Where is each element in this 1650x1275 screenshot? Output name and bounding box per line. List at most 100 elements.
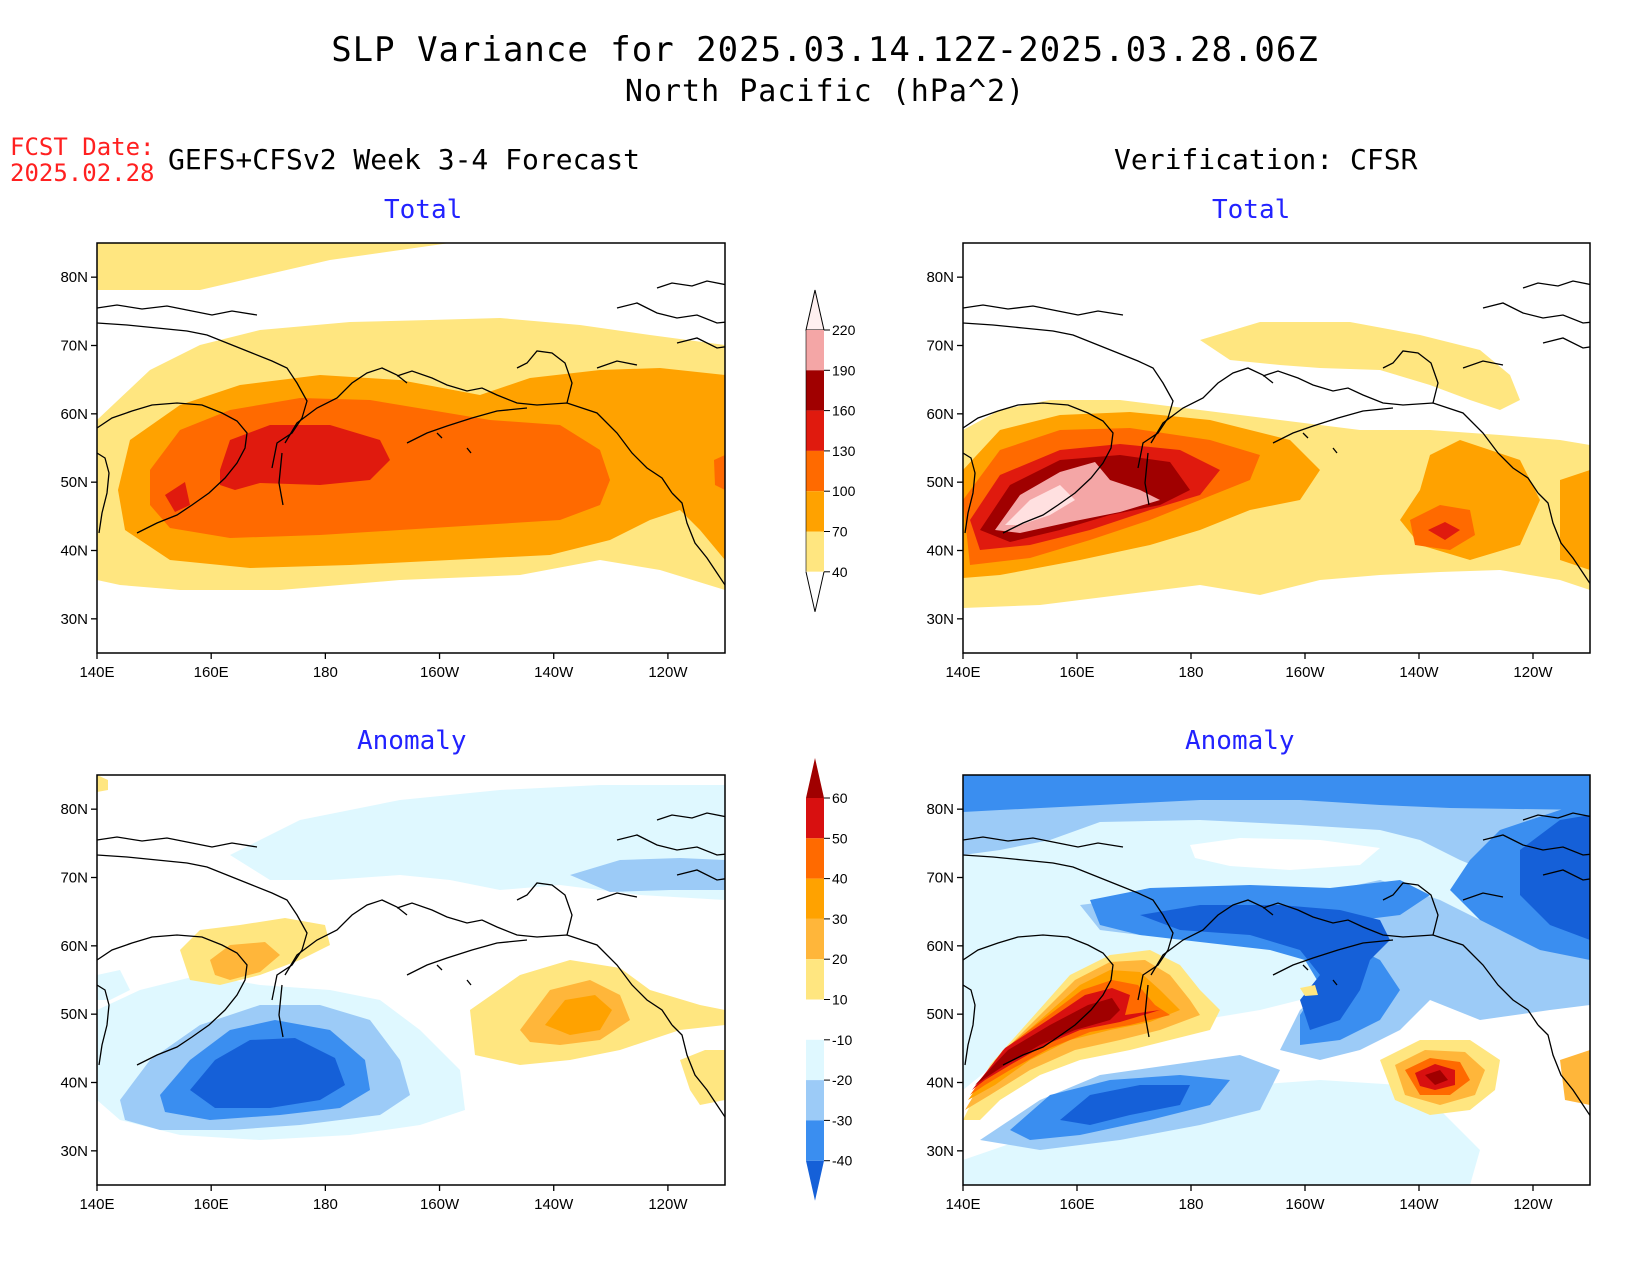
fcst-label: FCST Date: xyxy=(10,133,155,161)
colorbar-total-box xyxy=(806,410,824,451)
frame-tl xyxy=(96,242,726,654)
lon-tick-label: 140E xyxy=(79,1196,114,1213)
lat-tick-label: 30N xyxy=(60,1143,88,1160)
lon-tick-label: 160E xyxy=(1059,1196,1094,1213)
lat-tick-label: 30N xyxy=(926,611,954,628)
lon-tick-label: 140E xyxy=(945,1196,980,1213)
title-line2: North Pacific (hPa^2) xyxy=(624,74,1026,109)
frame-bl xyxy=(96,774,726,1186)
lat-tick-label: 50N xyxy=(60,474,88,491)
colorbar-anomaly-box xyxy=(806,959,824,1000)
colorbar-total-label: 190 xyxy=(832,362,856,378)
lat-tick-label: 40N xyxy=(60,543,88,560)
colorbar-anomaly-box xyxy=(806,918,824,960)
map-verification-total xyxy=(963,243,1590,653)
colorbar-total-box xyxy=(806,531,824,572)
colorbar-total-bottom-arrow xyxy=(805,571,825,612)
map-forecast-total xyxy=(97,243,725,653)
colorbar-total-label: 160 xyxy=(832,403,856,419)
panel-title-br: Anomaly xyxy=(1185,726,1295,756)
lat-tick-label: 30N xyxy=(60,611,88,628)
right-header: Verification: CFSR xyxy=(1114,143,1418,176)
contour-70-100-edge xyxy=(1560,470,1590,570)
lat-tick-label: 50N xyxy=(60,1006,88,1023)
lon-tick-label: 160W xyxy=(1285,664,1325,681)
panel-title-tl: Total xyxy=(384,195,463,225)
colorbar-total-label: 130 xyxy=(832,443,856,459)
lon-tick-label: 120W xyxy=(1513,664,1553,681)
lon-tick-label: 160W xyxy=(420,664,460,681)
colorbar-anomaly-bottom-arrow xyxy=(806,1160,824,1201)
colorbar-total-box xyxy=(806,491,824,532)
contour-neg40-ne xyxy=(1520,815,1590,940)
colorbar-anomaly-box xyxy=(806,1080,824,1121)
lon-tick-label: 160E xyxy=(194,664,229,681)
lon-tick-label: 140W xyxy=(534,1196,574,1213)
lon-tick-label: 140E xyxy=(79,664,114,681)
lat-tick-label: 80N xyxy=(926,269,954,286)
lat-tick-label: 80N xyxy=(60,801,88,818)
lon-tick-label: 120W xyxy=(648,1196,688,1213)
lon-tick-label: 160W xyxy=(1285,1196,1325,1213)
colorbar-anomaly-box xyxy=(806,798,824,839)
colorbar-anomaly-label: -40 xyxy=(832,1153,852,1169)
lon-tick-label: 180 xyxy=(313,664,338,681)
lon-tick-label: 180 xyxy=(313,1196,338,1213)
contour-130-160-east xyxy=(1428,522,1460,540)
lat-tick-label: 30N xyxy=(926,1143,954,1160)
contour-neg30-north xyxy=(963,775,1590,812)
lon-tick-label: 140E xyxy=(945,664,980,681)
left-header: GEFS+CFSv2 Week 3-4 Forecast xyxy=(168,143,641,176)
contour-130-160-west xyxy=(165,482,190,512)
lat-tick-label: 70N xyxy=(60,338,88,355)
colorbar-total: 40 70 100 130 160 190 220 xyxy=(805,289,856,612)
colorbar-total-top-arrow xyxy=(805,289,825,331)
colorbar-anomaly-top-arrow xyxy=(806,758,824,798)
lat-tick-label: 60N xyxy=(60,938,88,955)
lon-tick-label: 120W xyxy=(648,664,688,681)
lon-tick-label: 160E xyxy=(1059,664,1094,681)
colorbar-anomaly-label: -10 xyxy=(832,1032,852,1048)
contour-10-20-mid xyxy=(1300,985,1318,996)
colorbar-total-box xyxy=(806,330,824,371)
fcst-date: FCST Date: 2025.02.28 xyxy=(10,134,155,186)
contour-neg40 xyxy=(190,1038,345,1108)
colorbar-anomaly-label: 40 xyxy=(832,871,848,887)
lat-tick-label: 70N xyxy=(926,870,954,887)
contour-100-130-east xyxy=(714,455,725,490)
contour-130-160 xyxy=(220,425,390,490)
title-line1: SLP Variance for 2025.03.14.12Z-2025.03.… xyxy=(331,30,1319,70)
lon-tick-label: 160E xyxy=(194,1196,229,1213)
lat-tick-label: 70N xyxy=(926,338,954,355)
contour-10-20-corner xyxy=(97,775,108,792)
contour-20-30-edge xyxy=(1560,1050,1590,1105)
contour-60-main xyxy=(975,998,1120,1085)
contour-neg20-ne xyxy=(570,858,725,892)
colorbar-anomaly-label: 10 xyxy=(832,992,848,1008)
lon-tick-label: 140W xyxy=(1399,1196,1439,1213)
lon-tick-label: 180 xyxy=(1178,1196,1203,1213)
lon-tick-label: 120W xyxy=(1513,1196,1553,1213)
lat-tick-label: 70N xyxy=(60,870,88,887)
lat-tick-label: 80N xyxy=(60,269,88,286)
colorbar-anomaly-box xyxy=(806,838,824,879)
colorbar-anomaly-label: 20 xyxy=(832,951,848,967)
colorbar-total-label: 220 xyxy=(832,322,856,338)
colorbar-anomaly-label: 60 xyxy=(832,790,848,806)
contour-30-40-east xyxy=(545,995,612,1035)
contour-neg40-mid xyxy=(1140,905,1390,1030)
colorbar-anomaly-box xyxy=(806,878,824,919)
frame-tr xyxy=(962,242,1591,654)
colorbar-anomaly-box xyxy=(806,1039,824,1081)
colorbar-total-label: 40 xyxy=(832,564,848,580)
colorbar-anomaly-label: -30 xyxy=(832,1112,852,1128)
colorbar-anomaly-label: 50 xyxy=(832,830,848,846)
lon-tick-label: 140W xyxy=(534,664,574,681)
colorbar-total-label: 100 xyxy=(832,483,856,499)
contour-neg40-south xyxy=(1060,1085,1190,1125)
lat-tick-label: 40N xyxy=(926,1075,954,1092)
map-verification-anomaly xyxy=(963,775,1590,1185)
contour-60-se xyxy=(1425,1070,1448,1085)
contour-40-70 xyxy=(97,243,450,290)
